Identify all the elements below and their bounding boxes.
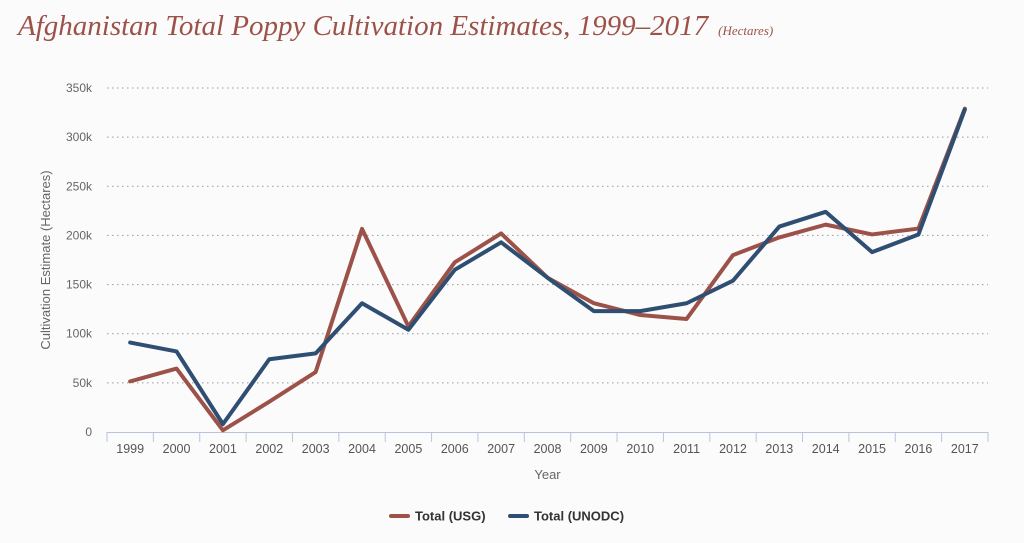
x-tick-label: 2006 <box>441 442 469 456</box>
x-axis-ticks: 1999 2000 2001 2002 2003 2004 2005 2006 2007 2008… <box>106 432 989 456</box>
legend-label: Total (UNODC) <box>534 509 624 524</box>
x-tick-label: 2000 <box>163 442 191 456</box>
x-tick-label: 2010 <box>626 442 654 456</box>
x-tick-label: 2003 <box>302 442 330 456</box>
x-axis-title: Year <box>534 467 561 482</box>
y-tick-label: 150k <box>66 278 93 292</box>
x-tick-label: 2008 <box>534 442 562 456</box>
y-tick-label: 50k <box>73 376 93 390</box>
x-tick-label: 2017 <box>951 442 979 456</box>
y-tick-label: 100k <box>66 327 93 341</box>
x-tick-label: 2002 <box>255 442 283 456</box>
y-tick-label: 250k <box>66 179 93 193</box>
y-tick-label: 0 <box>85 425 92 439</box>
x-tick-label: 2012 <box>719 442 747 456</box>
x-tick-label: 2014 <box>812 442 840 456</box>
x-tick-label: 2004 <box>348 442 376 456</box>
chart-subtitle: (Hectares) <box>718 23 774 38</box>
legend-item[interactable]: Total (USG) <box>389 509 486 524</box>
chart-title: Afghanistan Total Poppy Cultivation Esti… <box>18 10 709 42</box>
gridlines <box>107 87 988 384</box>
legend: Total (USG) Total (UNODC) <box>389 509 624 524</box>
x-tick-label: 2009 <box>580 442 608 456</box>
x-tick-label: 2001 <box>209 442 237 456</box>
legend-item[interactable]: Total (UNODC) <box>508 509 624 524</box>
x-tick-label: 2015 <box>858 442 886 456</box>
x-tick-label: 2013 <box>765 442 793 456</box>
y-axis-title: Cultivation Estimate (Hectares) <box>38 170 53 349</box>
chart-title-row: Afghanistan Total Poppy Cultivation Esti… <box>18 10 773 43</box>
legend-label: Total (USG) <box>415 509 486 524</box>
y-tick-label: 300k <box>66 130 93 144</box>
x-tick-label: 2016 <box>905 442 933 456</box>
y-tick-label: 200k <box>66 228 93 242</box>
x-tick-label: 2005 <box>394 442 422 456</box>
x-tick-label: 2011 <box>673 442 700 456</box>
series-line-unodc <box>128 107 967 427</box>
y-tick-label: 350k <box>66 81 93 95</box>
x-tick-label: 1999 <box>116 442 144 456</box>
x-tick-label: 2007 <box>487 442 515 456</box>
y-axis-ticks: 0 50k 100k 150k 200k 250k 300k 350k <box>66 81 93 439</box>
series-layer <box>128 106 967 433</box>
